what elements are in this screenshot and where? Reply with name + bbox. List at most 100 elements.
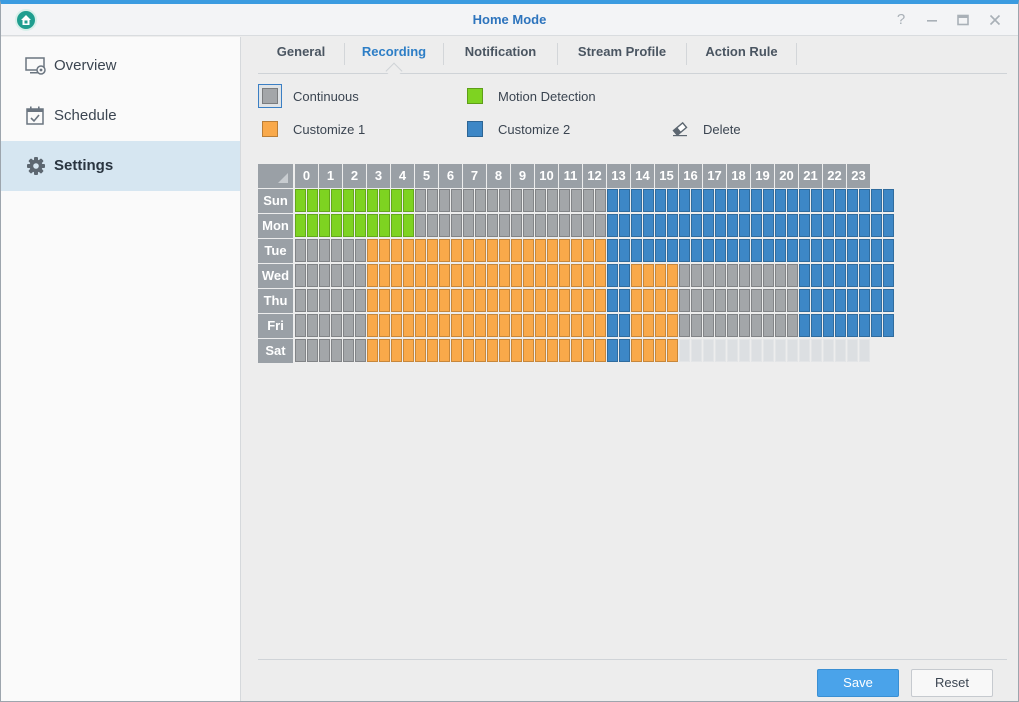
schedule-cell[interactable]: [655, 289, 666, 312]
legend-continuous[interactable]: Continuous: [258, 84, 392, 108]
schedule-cell[interactable]: [559, 289, 570, 312]
schedule-cell[interactable]: [823, 239, 834, 262]
schedule-cell[interactable]: [715, 189, 726, 212]
schedule-cell[interactable]: [295, 214, 306, 237]
schedule-cell[interactable]: [427, 289, 438, 312]
schedule-cell[interactable]: [547, 239, 558, 262]
hour-header[interactable]: 7: [463, 164, 486, 188]
schedule-cell[interactable]: [403, 214, 414, 237]
schedule-cell[interactable]: [595, 214, 606, 237]
schedule-cell[interactable]: [391, 214, 402, 237]
schedule-cell[interactable]: [679, 189, 690, 212]
schedule-cell[interactable]: [799, 214, 810, 237]
schedule-cell[interactable]: [319, 214, 330, 237]
schedule-cell[interactable]: [643, 214, 654, 237]
schedule-cell[interactable]: [727, 264, 738, 287]
help-icon[interactable]: ?: [896, 11, 906, 28]
schedule-cell[interactable]: [331, 289, 342, 312]
schedule-cell[interactable]: [403, 189, 414, 212]
schedule-cell[interactable]: [619, 189, 630, 212]
schedule-cell[interactable]: [739, 339, 750, 362]
schedule-cell[interactable]: [655, 214, 666, 237]
schedule-cell[interactable]: [631, 339, 642, 362]
schedule-cell[interactable]: [763, 314, 774, 337]
schedule-cell[interactable]: [715, 314, 726, 337]
schedule-cell[interactable]: [487, 289, 498, 312]
schedule-cell[interactable]: [691, 339, 702, 362]
schedule-cell[interactable]: [763, 264, 774, 287]
schedule-cell[interactable]: [883, 214, 894, 237]
schedule-cell[interactable]: [763, 214, 774, 237]
schedule-cell[interactable]: [379, 289, 390, 312]
schedule-cell[interactable]: [775, 239, 786, 262]
schedule-cell[interactable]: [751, 264, 762, 287]
schedule-cell[interactable]: [643, 264, 654, 287]
schedule-cell[interactable]: [607, 314, 618, 337]
schedule-cell[interactable]: [547, 289, 558, 312]
schedule-cell[interactable]: [403, 339, 414, 362]
schedule-cell[interactable]: [595, 289, 606, 312]
schedule-cell[interactable]: [331, 314, 342, 337]
schedule-cell[interactable]: [595, 264, 606, 287]
schedule-cell[interactable]: [343, 239, 354, 262]
schedule-cell[interactable]: [295, 314, 306, 337]
tab-recording[interactable]: Recording: [361, 44, 427, 59]
schedule-cell[interactable]: [691, 214, 702, 237]
schedule-cell[interactable]: [343, 214, 354, 237]
schedule-cell[interactable]: [307, 214, 318, 237]
schedule-cell[interactable]: [571, 289, 582, 312]
schedule-cell[interactable]: [787, 239, 798, 262]
schedule-cell[interactable]: [715, 239, 726, 262]
schedule-cell[interactable]: [499, 264, 510, 287]
schedule-cell[interactable]: [319, 289, 330, 312]
schedule-cell[interactable]: [775, 289, 786, 312]
tab-general[interactable]: General: [276, 44, 326, 59]
schedule-cell[interactable]: [619, 264, 630, 287]
schedule-cell[interactable]: [607, 289, 618, 312]
schedule-cell[interactable]: [871, 314, 882, 337]
schedule-cell[interactable]: [307, 189, 318, 212]
schedule-cell[interactable]: [595, 189, 606, 212]
schedule-cell[interactable]: [607, 214, 618, 237]
schedule-cell[interactable]: [607, 264, 618, 287]
schedule-cell[interactable]: [367, 189, 378, 212]
schedule-cell[interactable]: [859, 289, 870, 312]
schedule-cell[interactable]: [583, 214, 594, 237]
schedule-cell[interactable]: [859, 264, 870, 287]
schedule-cell[interactable]: [643, 339, 654, 362]
minimize-icon[interactable]: [923, 11, 941, 29]
schedule-cell[interactable]: [871, 189, 882, 212]
schedule-cell[interactable]: [667, 289, 678, 312]
schedule-cell[interactable]: [703, 289, 714, 312]
hour-header[interactable]: 13: [607, 164, 630, 188]
schedule-cell[interactable]: [631, 314, 642, 337]
day-header[interactable]: Thu: [258, 289, 293, 313]
schedule-cell[interactable]: [367, 289, 378, 312]
hour-header[interactable]: 23: [847, 164, 870, 188]
schedule-cell[interactable]: [463, 289, 474, 312]
schedule-cell[interactable]: [535, 289, 546, 312]
schedule-cell[interactable]: [367, 214, 378, 237]
schedule-cell[interactable]: [547, 314, 558, 337]
schedule-cell[interactable]: [643, 289, 654, 312]
hour-header[interactable]: 10: [535, 164, 558, 188]
schedule-cell[interactable]: [295, 289, 306, 312]
schedule-cell[interactable]: [547, 339, 558, 362]
hour-header[interactable]: 19: [751, 164, 774, 188]
schedule-cell[interactable]: [451, 189, 462, 212]
schedule-cell[interactable]: [319, 264, 330, 287]
schedule-cell[interactable]: [595, 339, 606, 362]
schedule-cell[interactable]: [319, 339, 330, 362]
hour-header[interactable]: 2: [343, 164, 366, 188]
schedule-cell[interactable]: [775, 189, 786, 212]
schedule-cell[interactable]: [511, 289, 522, 312]
schedule-cell[interactable]: [343, 264, 354, 287]
schedule-cell[interactable]: [811, 189, 822, 212]
schedule-cell[interactable]: [787, 289, 798, 312]
hour-header[interactable]: 5: [415, 164, 438, 188]
schedule-cell[interactable]: [571, 314, 582, 337]
legend-delete[interactable]: Delete: [671, 120, 761, 140]
schedule-cell[interactable]: [391, 189, 402, 212]
schedule-cell[interactable]: [523, 239, 534, 262]
schedule-cell[interactable]: [835, 314, 846, 337]
